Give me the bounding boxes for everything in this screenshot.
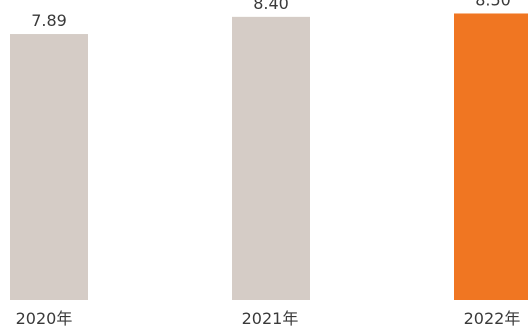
bar-2020年 [10, 34, 88, 300]
value-label: 8.40 [253, 0, 289, 13]
category-label: 2021年 [242, 309, 299, 328]
bar-2021年 [232, 16, 310, 300]
value-labels-group: 7.89 8.40 8.50 [31, 0, 511, 30]
category-label: 2020年 [16, 309, 73, 328]
value-label: 7.89 [31, 11, 67, 30]
category-label: 2022年 [464, 309, 521, 328]
bar-2022年 [454, 13, 528, 300]
bars-group [10, 13, 528, 300]
category-labels-group: 2020年 2021年 2022年 [16, 309, 521, 328]
value-label: 8.50 [475, 0, 511, 9]
